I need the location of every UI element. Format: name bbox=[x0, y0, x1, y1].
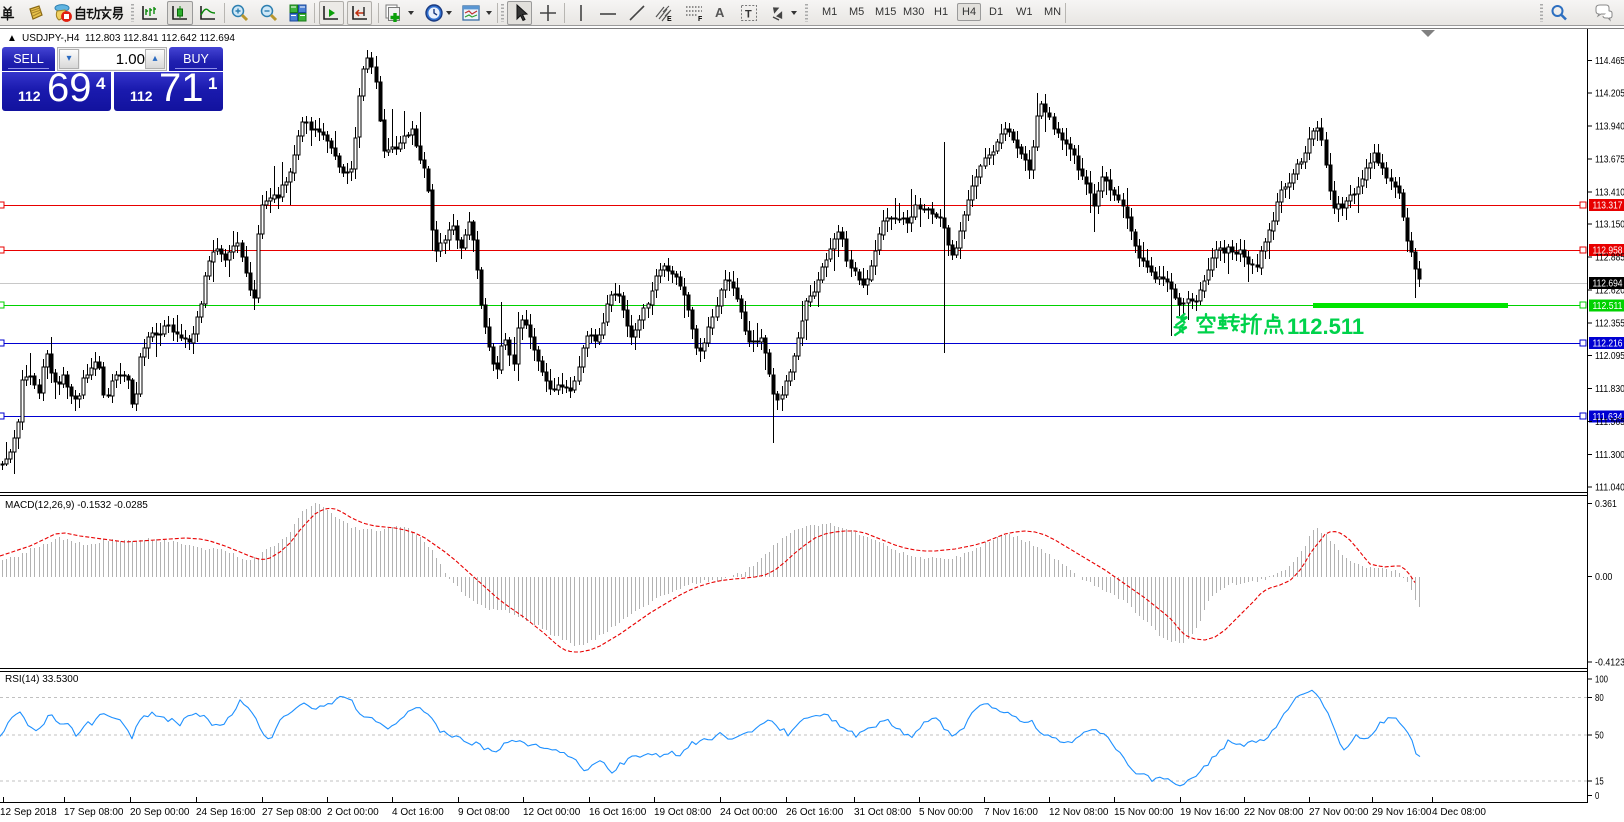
svg-text:112.958: 112.958 bbox=[1593, 246, 1623, 257]
svg-text:100: 100 bbox=[1595, 675, 1608, 686]
svg-text:▲: ▲ bbox=[7, 33, 17, 44]
svg-text:22 Nov 08:00: 22 Nov 08:00 bbox=[1244, 807, 1304, 818]
svg-text:112.095: 112.095 bbox=[1595, 351, 1624, 362]
svg-text:4 Dec 08:00: 4 Dec 08:00 bbox=[1432, 807, 1486, 818]
svg-text:111.634: 111.634 bbox=[1593, 412, 1623, 423]
svg-text:MACD(12,26,9) -0.1532 -0.0285: MACD(12,26,9) -0.1532 -0.0285 bbox=[5, 500, 148, 511]
svg-text:12 Oct 00:00: 12 Oct 00:00 bbox=[523, 807, 581, 818]
svg-text:113.410: 113.410 bbox=[1595, 187, 1624, 198]
svg-text:2 Oct 00:00: 2 Oct 00:00 bbox=[327, 807, 379, 818]
svg-text:17 Sep 08:00: 17 Sep 08:00 bbox=[64, 807, 124, 818]
svg-text:24 Sep 16:00: 24 Sep 16:00 bbox=[196, 807, 256, 818]
svg-text:15 Nov 00:00: 15 Nov 00:00 bbox=[1114, 807, 1174, 818]
svg-text:112.694: 112.694 bbox=[1593, 279, 1623, 290]
svg-text:31 Oct 08:00: 31 Oct 08:00 bbox=[854, 807, 912, 818]
svg-text:15: 15 bbox=[1595, 777, 1604, 788]
svg-text:113.675: 113.675 bbox=[1595, 154, 1624, 165]
svg-text:27 Nov 00:00: 27 Nov 00:00 bbox=[1309, 807, 1369, 818]
svg-text:12 Sep 2018: 12 Sep 2018 bbox=[0, 807, 57, 818]
svg-text:112.511: 112.511 bbox=[1287, 314, 1364, 339]
svg-text:12 Nov 08:00: 12 Nov 08:00 bbox=[1049, 807, 1109, 818]
svg-text:0.361: 0.361 bbox=[1595, 499, 1617, 510]
svg-text:112.355: 112.355 bbox=[1595, 319, 1624, 330]
svg-text:19 Oct 08:00: 19 Oct 08:00 bbox=[654, 807, 712, 818]
svg-text:0: 0 bbox=[1595, 791, 1600, 802]
svg-text:9 Oct 08:00: 9 Oct 08:00 bbox=[458, 807, 510, 818]
svg-text:112.216: 112.216 bbox=[1593, 339, 1623, 350]
svg-text:111.830: 111.830 bbox=[1595, 384, 1624, 395]
svg-text:24 Oct 00:00: 24 Oct 00:00 bbox=[720, 807, 778, 818]
svg-text:113.940: 113.940 bbox=[1595, 121, 1624, 132]
svg-text:E: E bbox=[667, 16, 672, 23]
svg-text:0.00: 0.00 bbox=[1595, 572, 1613, 583]
svg-text:80: 80 bbox=[1595, 693, 1604, 704]
svg-text:112.885: 112.885 bbox=[1595, 253, 1624, 264]
svg-text:20 Sep 00:00: 20 Sep 00:00 bbox=[130, 807, 190, 818]
svg-text:16 Oct 16:00: 16 Oct 16:00 bbox=[589, 807, 647, 818]
svg-text:T: T bbox=[745, 9, 752, 21]
svg-text:-0.4123: -0.4123 bbox=[1595, 657, 1624, 668]
svg-text:27 Sep 08:00: 27 Sep 08:00 bbox=[262, 807, 322, 818]
svg-text:4 Oct 16:00: 4 Oct 16:00 bbox=[392, 807, 444, 818]
svg-text:RSI(14) 33.5300: RSI(14) 33.5300 bbox=[5, 674, 79, 685]
svg-text:19 Nov 16:00: 19 Nov 16:00 bbox=[1180, 807, 1240, 818]
svg-text:26 Oct 16:00: 26 Oct 16:00 bbox=[786, 807, 844, 818]
svg-text:F: F bbox=[698, 16, 703, 23]
svg-text:114.205: 114.205 bbox=[1595, 88, 1624, 99]
svg-text:112.511: 112.511 bbox=[1593, 301, 1623, 312]
svg-text:50: 50 bbox=[1595, 731, 1604, 742]
svg-text:114.465: 114.465 bbox=[1595, 56, 1624, 67]
svg-text:111.565: 111.565 bbox=[1595, 417, 1624, 428]
svg-text:111.040: 111.040 bbox=[1595, 483, 1624, 494]
svg-text:7 Nov 16:00: 7 Nov 16:00 bbox=[984, 807, 1038, 818]
svg-text:112.620: 112.620 bbox=[1595, 286, 1624, 297]
svg-text:5 Nov 00:00: 5 Nov 00:00 bbox=[919, 807, 973, 818]
svg-text:113.317: 113.317 bbox=[1593, 201, 1623, 212]
svg-text:USDJPY-,H4 112.803 112.841 11: USDJPY-,H4 112.803 112.841 112.642 112.6… bbox=[22, 33, 235, 44]
svg-text:111.300: 111.300 bbox=[1595, 450, 1624, 461]
svg-text:29 Nov 16:00: 29 Nov 16:00 bbox=[1372, 807, 1432, 818]
svg-text:113.150: 113.150 bbox=[1595, 220, 1624, 231]
